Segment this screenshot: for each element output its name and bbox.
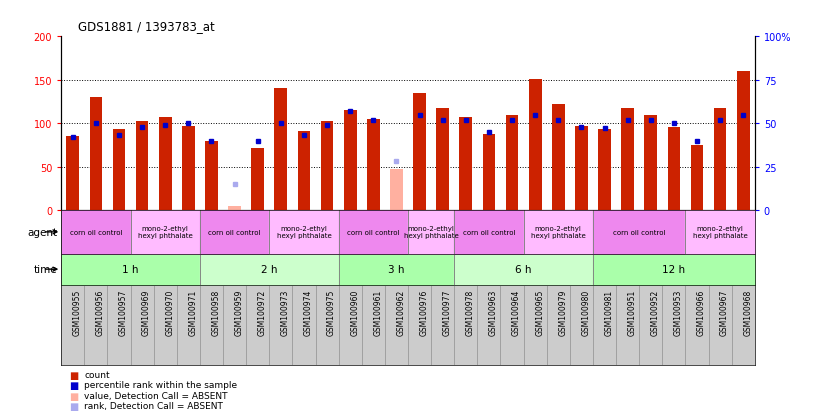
Bar — [690, 145, 703, 211]
Bar — [274, 89, 287, 211]
Bar — [645, 115, 657, 211]
Text: GSM100955: GSM100955 — [73, 289, 82, 335]
Text: GSM100974: GSM100974 — [304, 289, 313, 335]
Text: GSM100978: GSM100978 — [466, 289, 475, 335]
Text: GSM100967: GSM100967 — [720, 289, 730, 335]
Bar — [251, 148, 264, 211]
Text: GSM100960: GSM100960 — [350, 289, 359, 335]
Text: corn oil control: corn oil control — [613, 229, 666, 235]
Text: mono-2-ethyl
hexyl phthalate: mono-2-ethyl hexyl phthalate — [693, 226, 747, 239]
Text: 1 h: 1 h — [122, 264, 139, 275]
Text: GSM100975: GSM100975 — [327, 289, 336, 335]
Text: GSM100958: GSM100958 — [211, 289, 220, 335]
Text: ■: ■ — [69, 370, 78, 380]
Text: GSM100953: GSM100953 — [674, 289, 683, 335]
Text: GSM100972: GSM100972 — [258, 289, 267, 335]
Text: rank, Detection Call = ABSENT: rank, Detection Call = ABSENT — [84, 401, 223, 410]
Bar — [182, 126, 195, 211]
Bar — [205, 141, 218, 211]
Text: 6 h: 6 h — [516, 264, 532, 275]
Bar — [90, 98, 102, 211]
Bar — [575, 126, 588, 211]
Bar — [459, 118, 472, 211]
Text: GSM100964: GSM100964 — [512, 289, 521, 335]
Bar — [367, 120, 379, 211]
Text: count: count — [84, 370, 109, 379]
Bar — [598, 130, 611, 211]
Text: value, Detection Call = ABSENT: value, Detection Call = ABSENT — [84, 391, 228, 400]
Bar — [344, 111, 357, 211]
Text: ■: ■ — [69, 401, 78, 411]
Text: GSM100957: GSM100957 — [119, 289, 128, 335]
Bar — [228, 206, 241, 211]
Bar — [506, 115, 518, 211]
Bar — [529, 80, 542, 211]
Text: ■: ■ — [69, 380, 78, 390]
Text: corn oil control: corn oil control — [347, 229, 400, 235]
Text: corn oil control: corn oil control — [463, 229, 515, 235]
Text: GSM100971: GSM100971 — [188, 289, 197, 335]
Bar — [621, 109, 634, 211]
Bar — [437, 108, 449, 211]
Text: 2 h: 2 h — [261, 264, 277, 275]
Bar — [298, 132, 310, 211]
Bar — [135, 121, 149, 211]
Text: GSM100968: GSM100968 — [743, 289, 752, 335]
Bar — [552, 105, 565, 211]
Text: GSM100977: GSM100977 — [442, 289, 452, 335]
Text: GSM100952: GSM100952 — [651, 289, 660, 335]
Bar — [390, 170, 403, 211]
Bar — [714, 108, 726, 211]
Text: GSM100981: GSM100981 — [605, 289, 614, 335]
Bar — [482, 134, 495, 211]
Bar — [413, 93, 426, 211]
Text: GSM100963: GSM100963 — [489, 289, 498, 335]
Text: percentile rank within the sample: percentile rank within the sample — [84, 380, 237, 389]
Text: GSM100980: GSM100980 — [582, 289, 591, 335]
Bar — [737, 72, 750, 211]
Text: GSM100976: GSM100976 — [419, 289, 428, 335]
Text: time: time — [33, 264, 57, 275]
Text: GSM100979: GSM100979 — [558, 289, 567, 335]
Text: GSM100973: GSM100973 — [281, 289, 290, 335]
Text: mono-2-ethyl
hexyl phthalate: mono-2-ethyl hexyl phthalate — [277, 226, 331, 239]
Bar — [159, 118, 171, 211]
Text: GSM100970: GSM100970 — [165, 289, 175, 335]
Text: agent: agent — [27, 227, 57, 237]
Bar — [667, 127, 681, 211]
Text: GSM100951: GSM100951 — [628, 289, 636, 335]
Bar — [66, 137, 79, 211]
Bar — [113, 130, 126, 211]
Text: mono-2-ethyl
hexyl phthalate: mono-2-ethyl hexyl phthalate — [404, 226, 459, 239]
Bar — [321, 121, 334, 211]
Text: GDS1881 / 1393783_at: GDS1881 / 1393783_at — [78, 20, 215, 33]
Text: GSM100962: GSM100962 — [397, 289, 406, 335]
Text: GSM100961: GSM100961 — [373, 289, 383, 335]
Text: GSM100956: GSM100956 — [96, 289, 105, 335]
Text: ■: ■ — [69, 391, 78, 401]
Text: mono-2-ethyl
hexyl phthalate: mono-2-ethyl hexyl phthalate — [138, 226, 193, 239]
Text: mono-2-ethyl
hexyl phthalate: mono-2-ethyl hexyl phthalate — [531, 226, 586, 239]
Text: GSM100959: GSM100959 — [235, 289, 244, 335]
Text: 12 h: 12 h — [663, 264, 685, 275]
Text: GSM100969: GSM100969 — [142, 289, 151, 335]
Text: corn oil control: corn oil control — [69, 229, 122, 235]
Text: GSM100965: GSM100965 — [535, 289, 544, 335]
Text: GSM100966: GSM100966 — [697, 289, 706, 335]
Text: corn oil control: corn oil control — [208, 229, 261, 235]
Text: 3 h: 3 h — [388, 264, 405, 275]
